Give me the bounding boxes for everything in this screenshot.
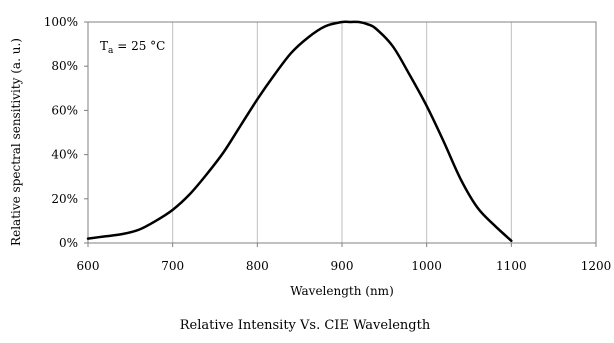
x-tick-label-700: 700 — [161, 259, 184, 273]
series-layer — [86, 20, 513, 243]
y-tick-label-100: 100% — [44, 15, 78, 29]
x-tick-label-800: 800 — [246, 259, 269, 273]
x-tick-label-1100: 1100 — [496, 259, 527, 273]
y-axis-label: Relative spectral sensitivity (a. u.) — [9, 38, 23, 246]
y-tick-label-0: 0% — [59, 236, 78, 250]
y-tick-label-20: 20% — [51, 192, 78, 206]
temperature-annotation: Ta = 25 °C — [100, 39, 165, 56]
annotation-symbol: T — [100, 39, 108, 53]
y-tick-label-80: 80% — [51, 59, 78, 73]
x-tick-label-1200: 1200 — [581, 259, 612, 273]
x-axis-label: Wavelength (nm) — [290, 284, 394, 298]
axes — [84, 21, 597, 247]
y-tick-label-40: 40% — [51, 148, 78, 162]
x-tick-label-1000: 1000 — [411, 259, 442, 273]
y-tick-label-60: 60% — [51, 103, 78, 117]
series-line-0 — [86, 20, 513, 243]
x-tick-label-600: 600 — [77, 259, 100, 273]
annotation-subscript: a — [108, 46, 114, 56]
x-tick-label-900: 900 — [331, 259, 354, 273]
annotation-rest: = 25 °C — [113, 39, 165, 53]
tick-labels: 0% 20% 40% 60% 80% 100% 600 700 800 900 1000 1100 12… — [44, 15, 612, 273]
chart-caption: Relative Intensity Vs. CIE Wavelength — [180, 318, 431, 333]
